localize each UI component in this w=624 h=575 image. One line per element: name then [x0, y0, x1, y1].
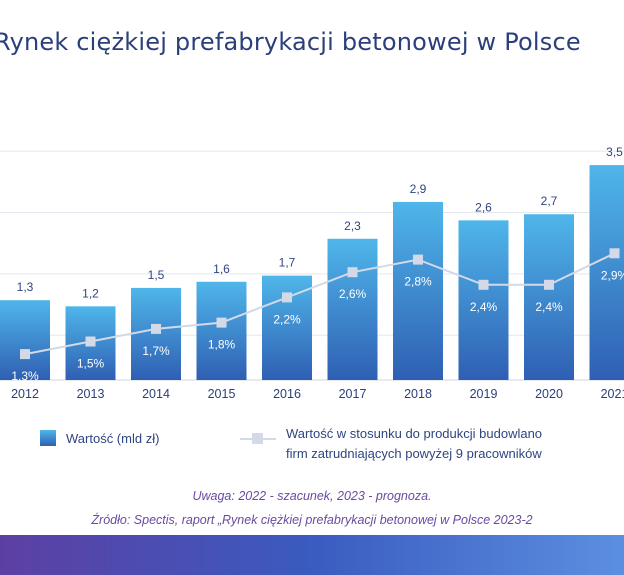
line-marker [20, 349, 30, 360]
line-value-label: 1,5% [77, 357, 105, 371]
share-line [24, 252, 615, 356]
x-tick-label: 2017 [339, 387, 367, 401]
bar-value-label: 1,6 [213, 262, 230, 276]
x-tick-label: 2015 [208, 387, 236, 401]
line-marker [151, 323, 161, 334]
bar-value-label: 3,5 [606, 145, 623, 159]
x-tick-label: 2018 [404, 387, 432, 401]
line-marker [85, 336, 96, 347]
line-marker [216, 317, 227, 328]
line-value-label: 2,4% [535, 300, 563, 314]
bar [131, 287, 181, 380]
x-tick-label: 2020 [535, 387, 563, 401]
line-marker [413, 254, 423, 265]
bar [524, 214, 574, 380]
bar-value-label: 2,6 [475, 200, 492, 214]
bar-value-label: 1,3 [17, 280, 34, 294]
line-marker [478, 279, 489, 290]
line-marker [282, 292, 292, 303]
chart-title: Rynek ciężkiej prefabrykacji betonowej w… [0, 28, 581, 56]
bar-value-label: 1,2 [82, 286, 99, 300]
bar-value-label: 2,3 [344, 219, 361, 233]
x-tick-label: 2012 [11, 387, 39, 401]
x-tick-label: 2014 [142, 387, 170, 401]
line-value-label: 1,7% [142, 344, 170, 358]
chart-area: 1,3 2012 1,2 2013 1,5 2014 1,6 2015 1,7 2016 2,3 20… [0, 145, 624, 401]
legend-line-item: Wartość w stosunku do produkcji budowlan… [240, 424, 624, 464]
legend-bar-label: Wartość (mld zł) [66, 430, 160, 446]
bar-value-label: 1,5 [148, 268, 165, 282]
x-tick-label: 2019 [470, 387, 498, 401]
legend-line-label-1: Wartość w stosunku do produkcji budowlan… [286, 426, 543, 441]
line-marker [544, 279, 554, 290]
line-marker [347, 267, 358, 278]
note-source: Źródło: Spectis, raport „Rynek ciężkiej … [91, 513, 533, 527]
line-value-label: 2,8% [404, 275, 432, 289]
bar [0, 300, 50, 380]
line-marker [609, 248, 620, 259]
note-uwaga: Uwaga: 2022 - szacunek, 2023 - prognoza. [192, 489, 432, 503]
bar [393, 201, 443, 380]
line-value-label: 1,3% [11, 369, 39, 383]
bar-value-label: 2,9 [410, 182, 427, 196]
legend-bar-swatch [40, 430, 56, 446]
legend-line-label-2: firm zatrudniających powyżej 9 pracownik… [286, 446, 542, 461]
bar-value-label: 1,7 [279, 256, 296, 270]
legend-bar-item: Wartość (mld zł) [40, 430, 159, 446]
bar [458, 220, 509, 380]
bar [327, 238, 378, 380]
x-tick-label: 2016 [273, 387, 301, 401]
bar [589, 165, 624, 380]
x-tick-label: 2013 [77, 387, 105, 401]
footer-band [0, 535, 624, 575]
bar [196, 281, 247, 380]
bar-value-label: 2,7 [541, 194, 558, 208]
line-value-label: 2,6% [339, 287, 367, 301]
line-value-label: 1,8% [208, 338, 236, 352]
line-value-label: 2,2% [273, 312, 301, 326]
line-value-label: 2,9% [601, 268, 624, 282]
line-value-label: 2,4% [470, 300, 498, 314]
legend-line-swatch [240, 424, 276, 454]
